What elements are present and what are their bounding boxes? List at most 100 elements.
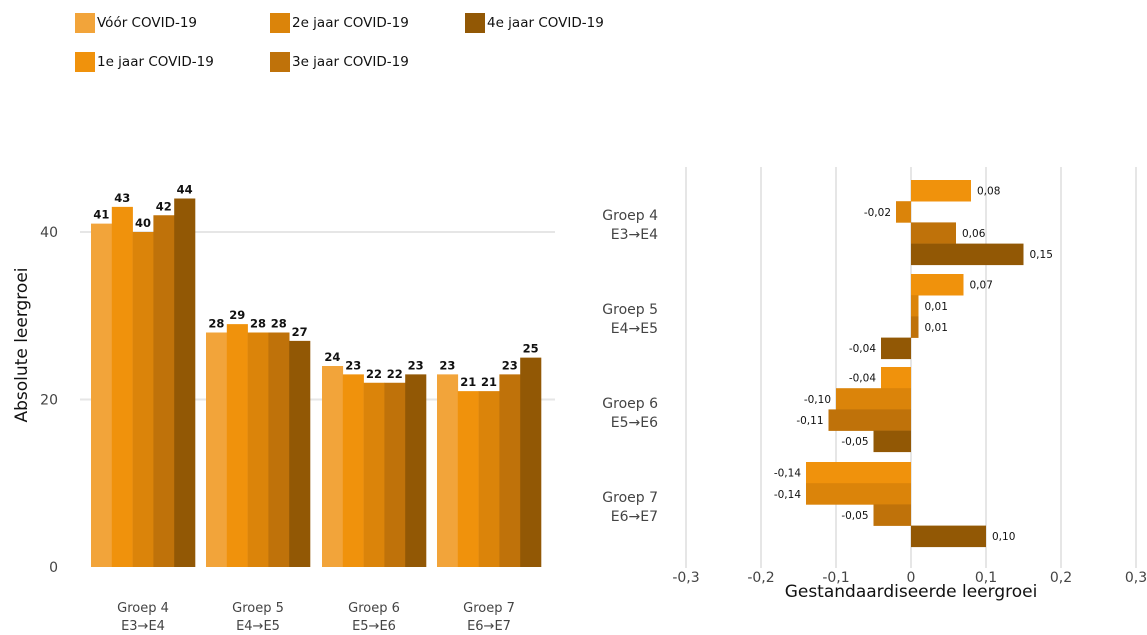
data-label: -0,04: [849, 373, 876, 385]
data-label: 23: [502, 358, 518, 372]
x-tick-label: 0,3: [1125, 570, 1147, 586]
legend-item-2e-jaar-covid-19: 2e jaar COVID-19: [270, 13, 409, 33]
data-label: 0,07: [970, 280, 993, 292]
data-label: 0,01: [925, 322, 948, 334]
bar-3e-jaar-covid-19: [268, 332, 290, 567]
legend-item-3e-jaar-covid-19: 3e jaar COVID-19: [270, 52, 409, 72]
legend-label: 2e jaar COVID-19: [292, 15, 409, 31]
y-tick-label: 20: [40, 393, 58, 409]
y-tick-label: Groep 5: [602, 302, 658, 318]
bar-4e-jaar-covid-19: [881, 337, 911, 360]
bar-4e-jaar-covid-19: [289, 340, 311, 567]
bar-2e-jaar-covid-19: [806, 483, 911, 505]
bar-3e-jaar-covid-19: [873, 504, 911, 526]
data-label: 23: [439, 358, 455, 372]
x-tick-label: Groep 5: [232, 601, 284, 616]
data-label: 24: [324, 350, 340, 364]
legend-swatch: [75, 52, 95, 72]
bar-4e-jaar-covid-19: [405, 374, 427, 567]
y-tick-label: Groep 4: [602, 208, 658, 224]
y-tick-label: E3→E4: [611, 227, 658, 243]
legend-label: 4e jaar COVID-19: [487, 15, 604, 31]
y-axis-title: Absolute leergroei: [12, 267, 32, 422]
bar-2e-jaar-covid-19: [478, 391, 500, 567]
bar-2e-jaar-covid-19: [247, 332, 269, 567]
data-label: 0,10: [992, 531, 1015, 543]
legend-label: 1e jaar COVID-19: [97, 54, 214, 70]
x-tick-label: 0: [907, 570, 916, 586]
y-tick-label: E6→E7: [611, 509, 658, 525]
bar-4e-jaar-covid-19: [911, 525, 986, 548]
data-label: 0,06: [962, 228, 986, 240]
legend-item-1e-jaar-covid-19: 1e jaar COVID-19: [75, 52, 214, 72]
bar-1e-jaar-covid-19: [342, 374, 364, 567]
bar-4e-jaar-covid-19: [520, 357, 542, 567]
x-tick-label: Groep 7: [463, 601, 515, 616]
bar-1e-jaar-covid-19: [881, 367, 911, 389]
bar-3e-jaar-covid-19: [911, 222, 956, 244]
bar-1e-jaar-covid-19: [226, 324, 248, 567]
data-label: -0,05: [841, 510, 868, 522]
legend-label: Vóór COVID-19: [97, 15, 198, 31]
bar-1e-jaar-covid-19: [457, 391, 479, 567]
data-label: -0,14: [774, 489, 801, 501]
data-label: -0,02: [864, 207, 891, 219]
bar-1e-jaar-covid-19: [911, 274, 964, 296]
x-tick-label: -0,3: [672, 570, 699, 586]
bar-2e-jaar-covid-19: [363, 382, 385, 567]
legend-swatch: [75, 13, 95, 33]
legend-label: 3e jaar COVID-19: [292, 54, 409, 70]
data-label: 42: [156, 199, 172, 213]
x-tick-label: -0,2: [747, 570, 774, 586]
bar-v-r-covid-19: [91, 223, 113, 567]
legend-item-v-r-covid-19: Vóór COVID-19: [75, 13, 197, 33]
x-tick-label: Groep 4: [117, 601, 169, 616]
x-tick-label: -0,1: [822, 570, 849, 586]
bar-2e-jaar-covid-19: [132, 232, 154, 567]
data-label: 27: [292, 325, 308, 339]
bar-4e-jaar-covid-19: [174, 198, 196, 567]
data-label: 0,08: [977, 186, 1000, 198]
data-label: 25: [523, 342, 539, 356]
data-label: 28: [208, 317, 224, 331]
data-label: 43: [114, 191, 130, 205]
bar-v-r-covid-19: [322, 366, 344, 567]
bar-3e-jaar-covid-19: [384, 382, 406, 567]
y-tick-label: E5→E6: [611, 415, 658, 431]
y-tick-label: 40: [40, 225, 58, 241]
data-label: 23: [408, 358, 424, 372]
legend-swatch: [270, 13, 290, 33]
data-label: 44: [177, 183, 193, 197]
bar-3e-jaar-covid-19: [911, 316, 919, 338]
data-label: 28: [250, 317, 266, 331]
legend-swatch: [270, 52, 290, 72]
data-label: 40: [135, 216, 151, 230]
data-label: 0,01: [925, 301, 948, 313]
x-tick-label: E6→E7: [467, 619, 511, 634]
data-label: 23: [345, 358, 361, 372]
y-tick-label: E4→E5: [611, 321, 658, 337]
bar-1e-jaar-covid-19: [911, 180, 971, 202]
data-label: 22: [366, 367, 382, 381]
bar-2e-jaar-covid-19: [911, 295, 919, 317]
data-label: 29: [229, 308, 245, 322]
bar-3e-jaar-covid-19: [153, 215, 175, 567]
bar-v-r-covid-19: [437, 374, 459, 567]
bar-3e-jaar-covid-19: [828, 409, 911, 431]
data-label: -0,14: [774, 468, 801, 480]
data-label: -0,10: [804, 394, 831, 406]
legend: Vóór COVID-19 1e jaar COVID-19 2e jaar COV…: [0, 0, 1147, 80]
bar-2e-jaar-covid-19: [836, 388, 911, 410]
data-label: -0,04: [849, 343, 876, 355]
bar-2e-jaar-covid-19: [896, 201, 911, 223]
x-tick-label: 0,1: [975, 570, 997, 586]
legend-swatch: [465, 13, 485, 33]
data-label: 21: [481, 375, 497, 389]
x-tick-label: E3→E4: [121, 619, 165, 634]
data-label: -0,11: [796, 415, 823, 427]
data-label: 0,15: [1030, 249, 1053, 261]
data-label: -0,05: [841, 436, 868, 448]
absolute-growth-chart: 0 20 40 41 28 24 23 43 29 23 21 40 28 22 21 42 28 22 23 44 2…: [12, 183, 555, 634]
data-label: 22: [387, 367, 403, 381]
